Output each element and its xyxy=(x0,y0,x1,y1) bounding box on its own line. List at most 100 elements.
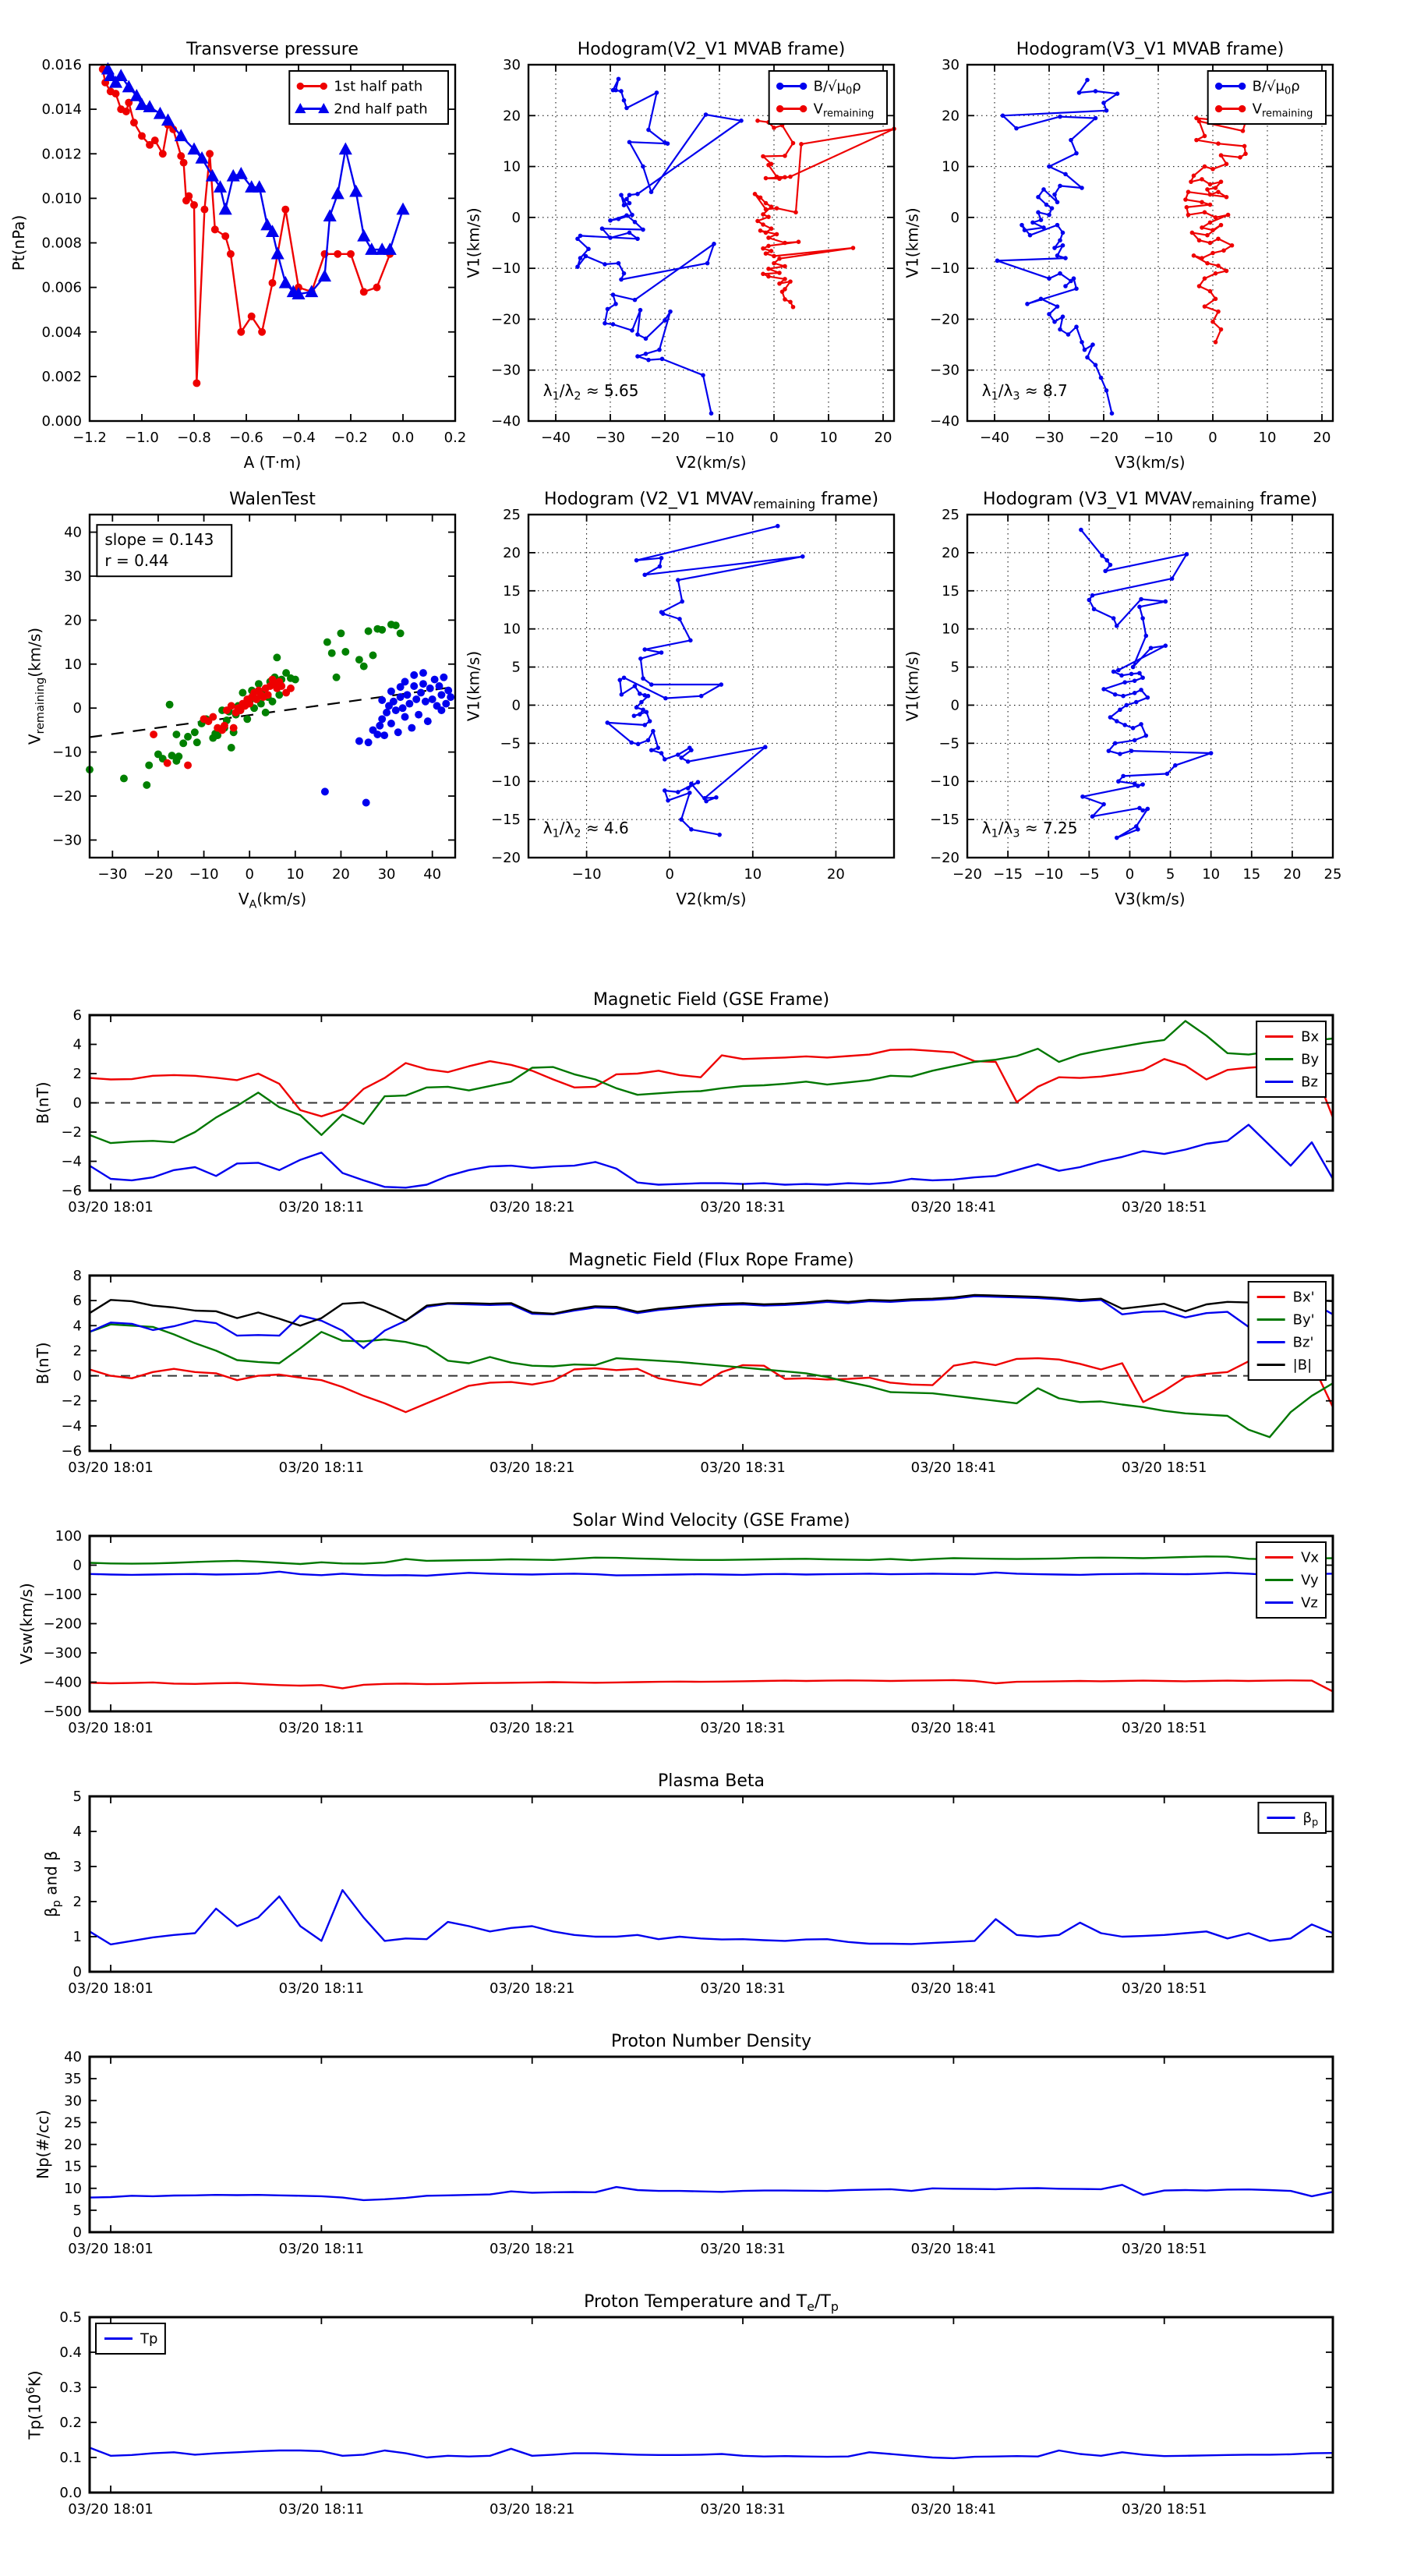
x-tick-label: −5 xyxy=(1079,866,1100,883)
circle-marker xyxy=(800,104,808,113)
circle-marker xyxy=(709,411,714,416)
circle-marker xyxy=(1036,194,1041,200)
circle-marker xyxy=(766,267,771,271)
circle-marker xyxy=(1124,702,1129,708)
circle-marker xyxy=(1202,164,1207,169)
circle-marker xyxy=(1205,187,1210,192)
x-tick-label: 25 xyxy=(1324,866,1342,883)
legend-label: 2nd half path xyxy=(334,101,427,118)
triangle-marker xyxy=(153,106,167,119)
circle-marker xyxy=(642,572,648,578)
circle-marker xyxy=(677,617,682,621)
x-tick-label: 03/20 18:31 xyxy=(700,2501,785,2518)
annotation-text: λ1/λ2 ≈ 4.6 xyxy=(543,819,629,840)
circle-marker xyxy=(1112,692,1118,697)
y-tick-label: 30 xyxy=(64,568,82,585)
circle-marker xyxy=(1210,250,1215,256)
circle-marker xyxy=(1239,104,1246,113)
axes-background xyxy=(967,515,1333,858)
circle-marker xyxy=(758,228,763,233)
circle-marker xyxy=(273,653,281,662)
x-tick-label: 40 xyxy=(423,866,441,883)
circle-marker xyxy=(229,724,238,732)
circle-marker xyxy=(1215,82,1223,90)
transverse_pressure-ylabel: Pt(nPa) xyxy=(9,215,28,271)
legend-label: Vy xyxy=(1301,1573,1319,1589)
circle-marker xyxy=(206,150,214,158)
circle-marker xyxy=(1213,340,1218,345)
x-tick-label: −20 xyxy=(650,430,680,446)
circle-marker xyxy=(758,195,763,200)
triangle-marker xyxy=(383,242,397,255)
circle-marker xyxy=(1129,671,1134,677)
legend-label: Vx xyxy=(1301,1550,1319,1566)
circle-marker xyxy=(1044,202,1049,207)
x-tick-label: 03/20 18:21 xyxy=(489,1460,574,1476)
circle-marker xyxy=(1242,143,1247,149)
series-line xyxy=(89,1889,1334,1946)
circle-marker xyxy=(1038,296,1044,302)
circle-marker xyxy=(296,82,304,90)
y-tick-label: 25 xyxy=(64,2114,82,2131)
x-tick-label: 15 xyxy=(1242,866,1260,883)
series-np xyxy=(89,2184,1334,2202)
circle-marker xyxy=(676,752,680,757)
x-tick-label: −10 xyxy=(1034,866,1063,883)
circle-marker xyxy=(783,287,787,292)
legend-label: βp xyxy=(1302,1810,1318,1829)
circle-marker xyxy=(408,724,416,732)
transverse_pressure-legend: 1st half path 2nd half path xyxy=(288,70,449,125)
circle-marker xyxy=(1085,77,1090,83)
legend-box xyxy=(768,70,888,125)
circle-marker xyxy=(373,283,381,292)
y-tick-label: −2 xyxy=(61,1124,82,1141)
circle-marker xyxy=(800,554,805,559)
x-tick-label: −40 xyxy=(541,430,571,446)
circle-marker xyxy=(364,738,373,747)
annotation-text: slope = 0.143 xyxy=(104,530,214,549)
series-b-0- xyxy=(995,77,1120,416)
circle-marker xyxy=(1210,228,1215,232)
circle-marker xyxy=(1058,271,1062,276)
circle-marker xyxy=(619,193,624,197)
y-tick-label: 0 xyxy=(73,700,82,717)
circle-marker xyxy=(608,218,613,223)
circle-marker xyxy=(777,256,782,261)
circle-marker xyxy=(668,309,673,314)
circle-marker xyxy=(610,87,616,93)
x-tick-label: −10 xyxy=(705,430,734,446)
circle-marker xyxy=(1074,150,1079,156)
circle-marker xyxy=(995,258,1000,264)
circle-marker xyxy=(1186,189,1191,195)
circle-marker xyxy=(1143,633,1149,639)
circle-marker xyxy=(676,790,680,794)
legend-label: Bx' xyxy=(1293,1290,1315,1306)
plot-hodogram_v3v1_mvav: λ1/λ3 ≈ 7.25−20 −15 −10 −5 0 5 10 15 20 25−20−15−… xyxy=(903,490,1342,908)
circle-marker xyxy=(1132,691,1137,695)
circle-marker xyxy=(777,176,782,182)
circle-marker xyxy=(334,249,342,258)
circle-marker xyxy=(648,189,654,195)
x-tick-label: 03/20 18:31 xyxy=(700,1460,785,1476)
circle-marker xyxy=(1240,129,1246,133)
x-tick-label: 5 xyxy=(1166,866,1175,883)
y-tick-label: 3 xyxy=(73,1859,82,1875)
circle-marker xyxy=(761,271,765,277)
circle-marker xyxy=(635,332,640,337)
circle-marker xyxy=(275,691,284,699)
circle-marker xyxy=(239,688,247,697)
circle-marker xyxy=(1055,253,1060,258)
legend-box xyxy=(288,70,449,125)
circle-marker xyxy=(772,126,776,130)
x-tick-label: 03/20 18:01 xyxy=(68,1720,153,1736)
vsw-title: Solar Wind Velocity (GSE Frame) xyxy=(572,1511,850,1530)
circle-marker xyxy=(122,108,130,115)
legend-label: |B| xyxy=(1293,1357,1312,1374)
series-fit-line xyxy=(89,685,456,738)
triangle-marker xyxy=(305,285,319,298)
y-tick-label: −30 xyxy=(491,363,521,379)
annotation-box xyxy=(96,524,233,578)
circle-marker xyxy=(688,638,693,643)
y-tick-label: 10 xyxy=(503,621,521,638)
circle-marker xyxy=(410,671,419,679)
